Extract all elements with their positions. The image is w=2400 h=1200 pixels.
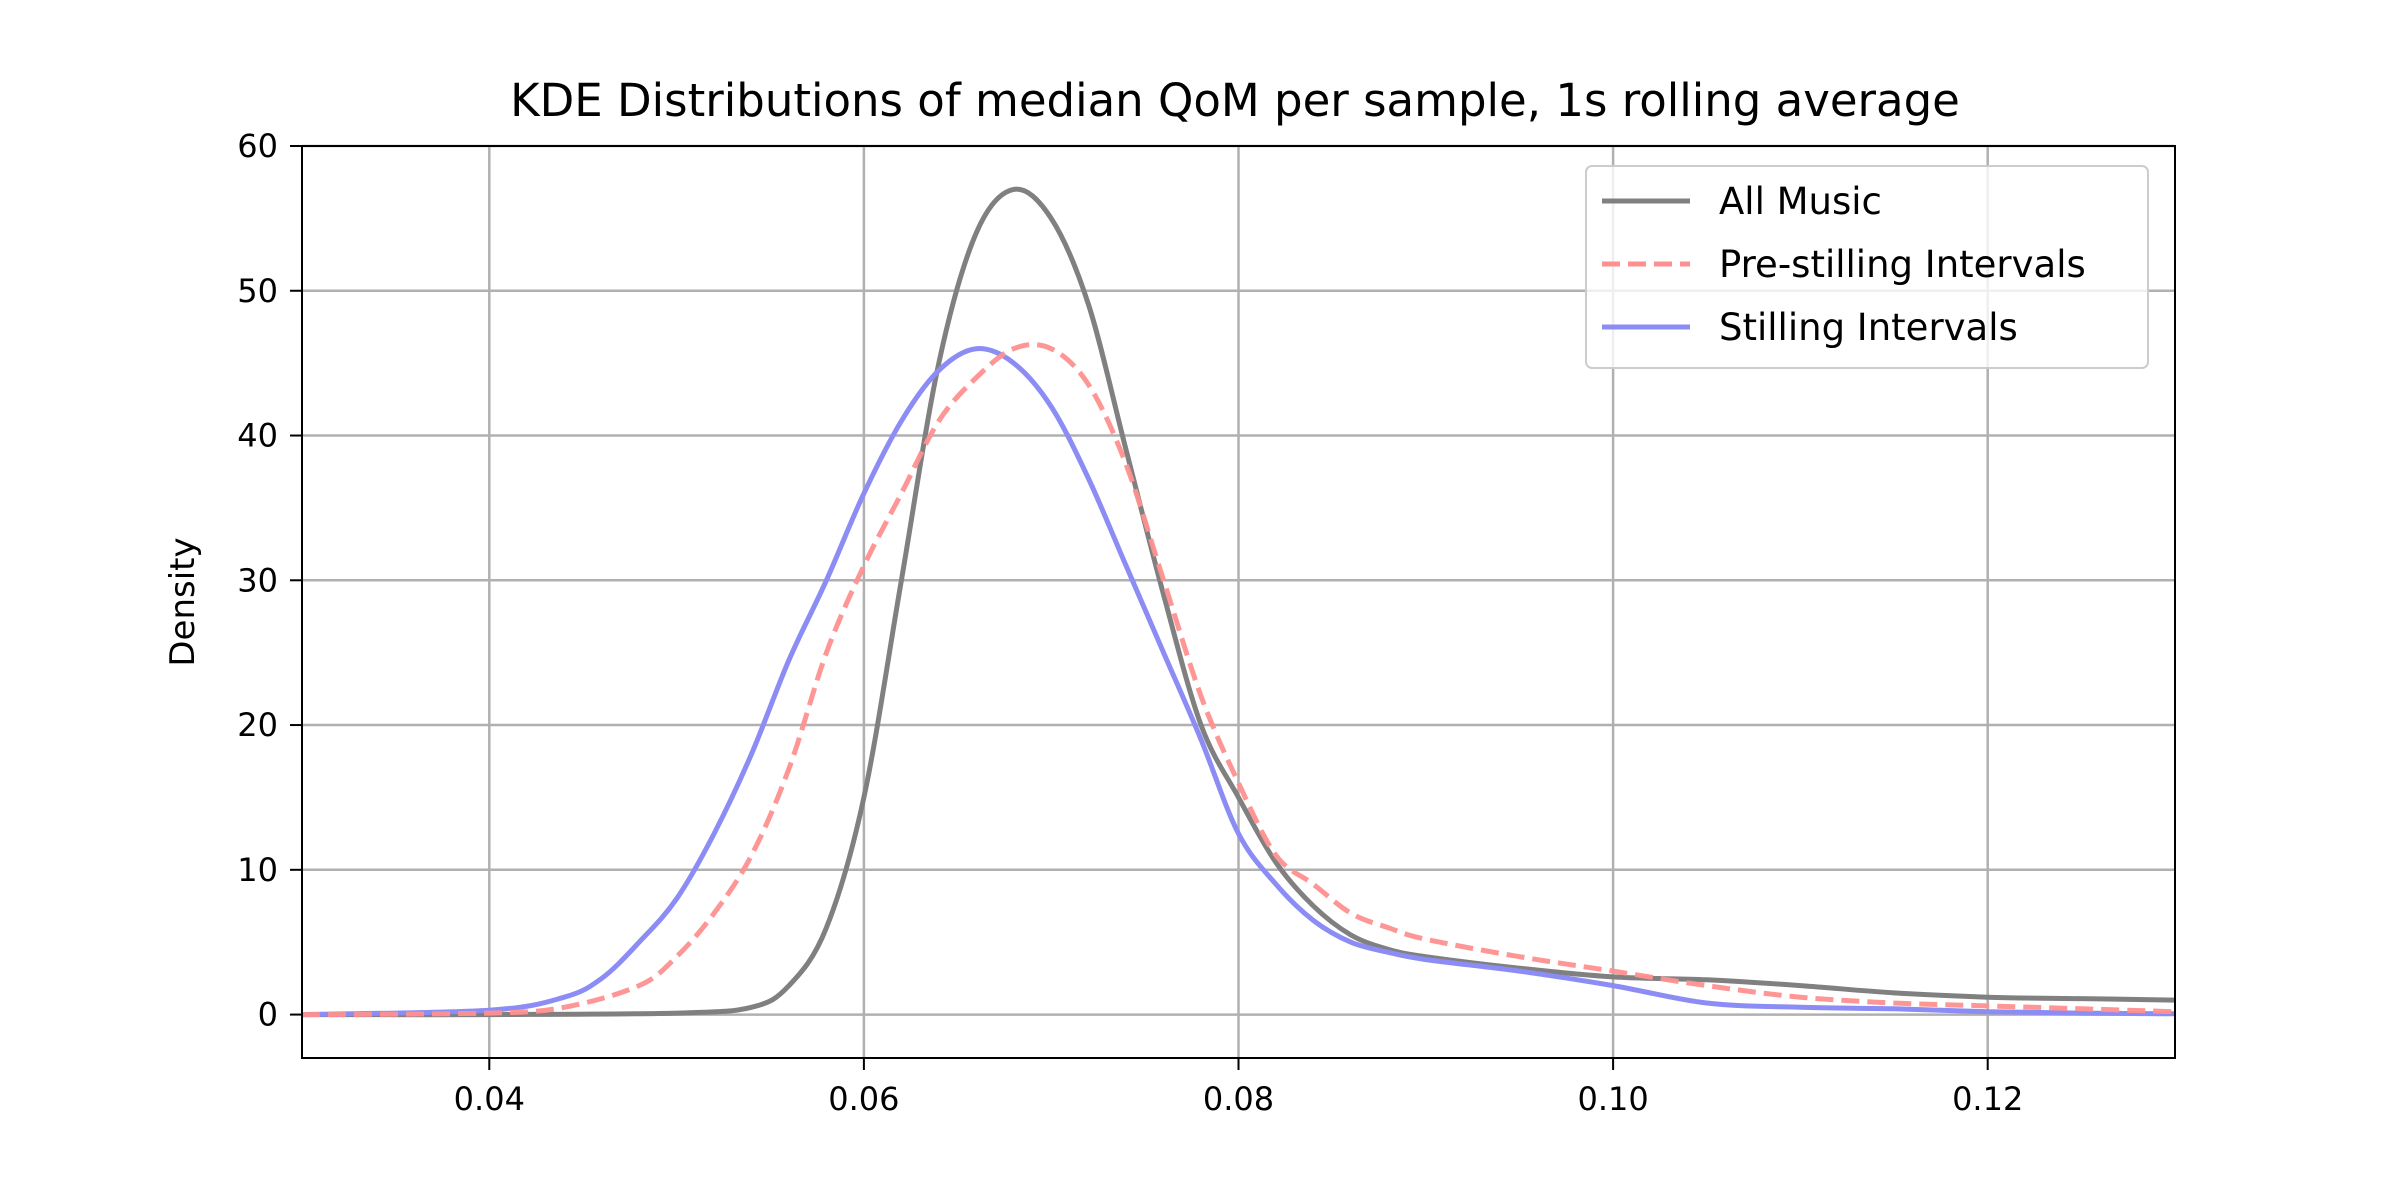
y-tick-label: 0 (258, 996, 278, 1034)
series-lines (302, 186, 2175, 1018)
x-tick-label: 0.06 (828, 1080, 899, 1118)
legend-label: Stilling Intervals (1719, 306, 2018, 349)
y-tick-label: 30 (237, 561, 278, 599)
series-line-pre-stilling-intervals (302, 342, 2175, 1018)
y-tick-label: 40 (237, 417, 278, 455)
axis-ticks: 0.04 0.06 0.08 0.10 0.12 0 10 20 30 40 50 60 (237, 127, 2023, 1118)
legend: All Music Pre-stilling Intervals Stilling … (1585, 165, 2149, 369)
x-tick-label: 0.12 (1952, 1080, 2023, 1118)
legend-label: Pre-stilling Intervals (1719, 243, 2086, 286)
legend-label: All Music (1719, 180, 1882, 223)
y-tick-label: 20 (237, 706, 278, 744)
y-tick-label: 10 (237, 851, 278, 889)
legend-box (1585, 165, 2149, 369)
series-line-stilling-intervals (302, 346, 2175, 1018)
chart-title: KDE Distributions of median QoM per samp… (510, 74, 1960, 127)
y-tick-label: 60 (237, 127, 278, 165)
x-tick-label: 0.08 (1203, 1080, 1274, 1118)
y-tick-label: 50 (237, 272, 278, 310)
x-tick-label: 0.10 (1577, 1080, 1648, 1118)
x-tick-label: 0.04 (454, 1080, 525, 1118)
y-axis-label: Density (163, 537, 203, 666)
